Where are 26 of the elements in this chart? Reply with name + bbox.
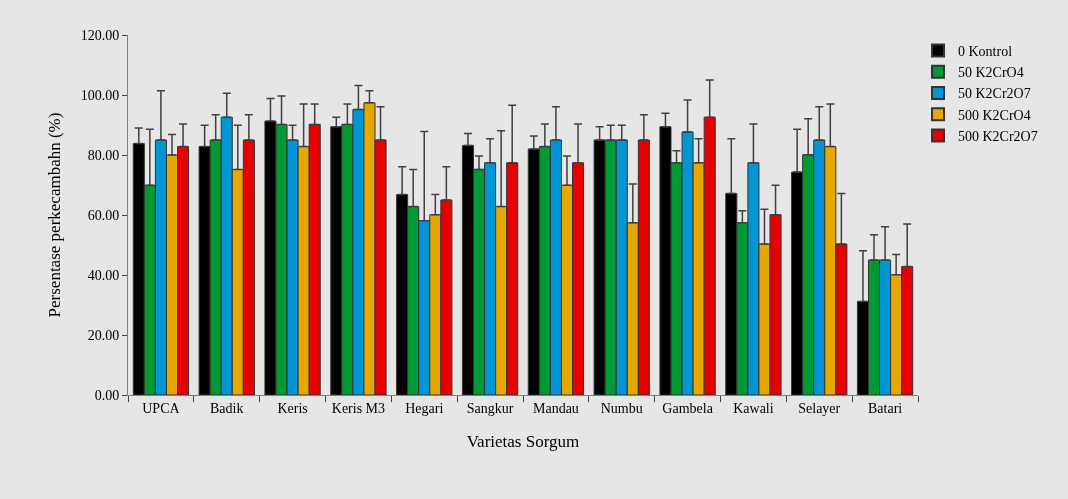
x-tick-label: Numbu bbox=[600, 400, 643, 416]
x-tick-label: Badik bbox=[210, 400, 244, 416]
x-tick-label: Keris M3 bbox=[331, 400, 386, 416]
x-tick-label: Keris bbox=[277, 400, 308, 416]
y-tick-label: 40.00 bbox=[87, 267, 120, 283]
y-tick-label: 0.00 bbox=[94, 387, 120, 403]
x-tick-label: Hegari bbox=[405, 400, 444, 416]
legend-label: 500 K2Cr2O7 bbox=[958, 128, 1038, 144]
y-tick-label: 120.00 bbox=[80, 27, 120, 43]
y-tick-label: 60.00 bbox=[87, 207, 120, 223]
x-axis-title: Varietas Sorgum bbox=[466, 432, 580, 452]
y-axis-title: Persentase perkecambahn (%) bbox=[45, 112, 65, 318]
x-tick-label: Selayer bbox=[798, 400, 841, 416]
legend-label: 500 K2CrO4 bbox=[958, 107, 1031, 123]
x-tick-label: Mandau bbox=[532, 400, 579, 416]
legend-label: 0 Kontrol bbox=[958, 44, 1013, 60]
x-tick-label: UPCA bbox=[142, 400, 181, 416]
x-tick-label: Kawali bbox=[733, 400, 774, 416]
x-tick-label: Gambela bbox=[662, 400, 714, 416]
legend-label: 50 K2CrO4 bbox=[958, 65, 1024, 81]
y-tick-label: 20.00 bbox=[87, 327, 120, 343]
y-tick-label: 80.00 bbox=[87, 147, 120, 163]
legend-label: 50 K2Cr2O7 bbox=[958, 86, 1031, 102]
x-tick-label: Sangkur bbox=[466, 400, 514, 416]
x-tick-label: Batari bbox=[867, 400, 903, 416]
y-tick-label: 100.00 bbox=[80, 87, 120, 103]
